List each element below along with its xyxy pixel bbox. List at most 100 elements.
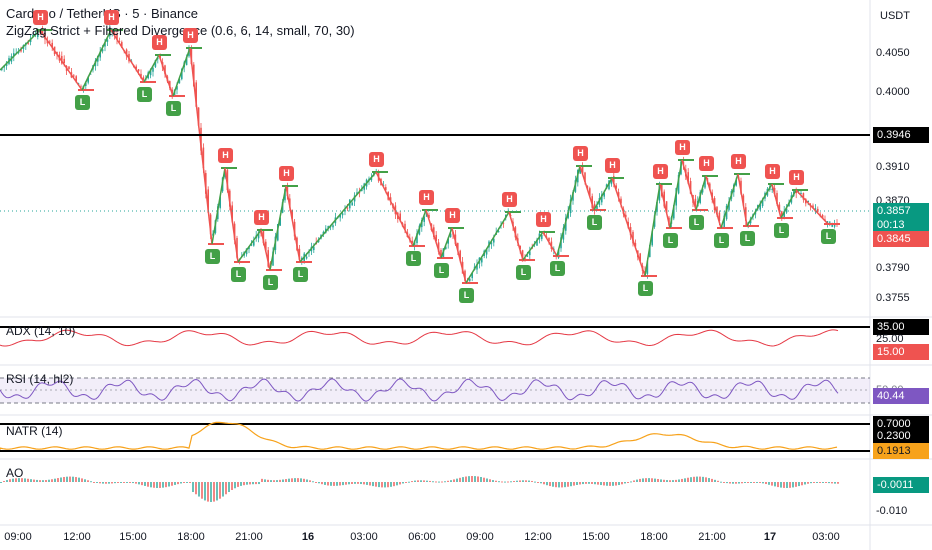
ao-bar [810, 482, 812, 484]
ao-bar [255, 482, 257, 485]
candle-body [164, 65, 166, 75]
candle-body [735, 179, 737, 186]
indicator-title[interactable]: ZigZag Strict + Filtered Divergence (0.6… [6, 23, 355, 38]
zigzag-segment [579, 165, 595, 211]
candle-body [197, 107, 200, 126]
ao-bar [669, 480, 671, 482]
zigzag-segment [172, 47, 191, 97]
time-tick: 21:00 [698, 531, 726, 543]
zigzag-segment [451, 227, 467, 284]
ao-bar [237, 482, 239, 487]
candle-body [646, 261, 649, 274]
ao-bar [642, 478, 644, 482]
ao-bar [78, 477, 80, 482]
price-tick: 0.3755 [876, 292, 910, 304]
ao-bar [675, 479, 677, 482]
ao-bar [24, 478, 26, 482]
ao-bar [711, 478, 713, 482]
ao-bar [654, 478, 656, 482]
ao-bar [66, 476, 68, 482]
ao-bar [435, 481, 437, 483]
ao-bar [612, 482, 614, 486]
rsi-value: 40.44 [873, 388, 929, 404]
zigzag-segment [695, 175, 707, 211]
ao-bar [735, 482, 737, 484]
ao-bar [333, 482, 335, 486]
last-price-label: 0.3857 [873, 203, 929, 219]
candle-body [601, 194, 603, 203]
adx-level-35: 35.00 [873, 319, 929, 335]
ao-bar [420, 480, 422, 482]
ao-bar [492, 480, 494, 482]
ao-bar [447, 480, 449, 482]
ao-bar [606, 482, 608, 486]
pivot-low-marker: L [166, 101, 181, 116]
candle-body [404, 223, 406, 230]
currency-label[interactable]: USDT [880, 10, 910, 22]
candle-body [149, 69, 152, 76]
ao-bar [657, 478, 659, 482]
symbol-title[interactable]: Cardano / TetherUS · 5 · Binance [6, 6, 198, 21]
ao-bar [99, 482, 101, 484]
ao-bar [381, 482, 383, 488]
pivot-low-marker: L [516, 265, 531, 280]
ao-bar [294, 478, 296, 482]
pivot-low-marker: L [689, 215, 704, 230]
ao-bar [522, 480, 524, 482]
rsi-title[interactable]: RSI (14, hl2) [6, 372, 74, 386]
candle-body [781, 211, 783, 219]
pivot-high-marker: H [502, 192, 517, 207]
candle-body [632, 231, 634, 244]
ao-bar [723, 482, 725, 483]
candle-body [613, 176, 615, 183]
natr-title[interactable]: NATR (14) [6, 424, 63, 438]
pivot-low-marker: L [774, 223, 789, 238]
ao-bar [213, 482, 215, 502]
candle-body [800, 192, 802, 194]
ao-bar [615, 482, 617, 486]
ao-title[interactable]: AO [6, 466, 24, 480]
ao-bar [399, 482, 401, 485]
pivot-high-marker: H [573, 146, 588, 161]
ao-bar [114, 482, 116, 484]
candle-body [327, 226, 329, 229]
ao-bar [108, 482, 110, 484]
candle-body [519, 245, 521, 249]
ao-bar [831, 482, 833, 484]
pivot-low-marker: L [137, 87, 152, 102]
candle-body [27, 42, 29, 44]
candle-body [142, 77, 145, 81]
candle-body [219, 196, 221, 208]
ao-bar [729, 482, 731, 484]
candle-body [569, 199, 572, 214]
ao-bar [687, 477, 689, 482]
ao-bar [645, 478, 647, 482]
ao-bar [264, 479, 266, 482]
level-price-label: 0.3946 [873, 127, 929, 143]
ao-bar [318, 482, 320, 484]
ao-bar [813, 482, 815, 483]
time-tick-day: 16 [301, 531, 315, 543]
ao-bar [792, 482, 794, 488]
candle-body [593, 203, 596, 211]
pivot-low-marker: L [714, 233, 729, 248]
ao-bar [408, 481, 410, 483]
ao-bar [111, 482, 113, 484]
pivot-high-marker: H [369, 152, 384, 167]
time-tick: 09:00 [466, 531, 494, 543]
ao-bar [366, 482, 368, 485]
candle-body [812, 205, 814, 209]
candle-body [181, 69, 183, 80]
zigzag-segment [746, 183, 773, 227]
candle-body [615, 185, 617, 189]
ao-bar [474, 476, 476, 482]
candle-body [771, 188, 773, 190]
ao-bar [300, 478, 302, 482]
adx-title[interactable]: ADX (14, 10) [6, 324, 76, 338]
candle-body [39, 31, 41, 33]
ao-bar [186, 482, 188, 483]
ao-bar [549, 482, 551, 487]
natr-level-mid: 0.2300 [873, 428, 929, 444]
ao-bar [384, 482, 386, 488]
